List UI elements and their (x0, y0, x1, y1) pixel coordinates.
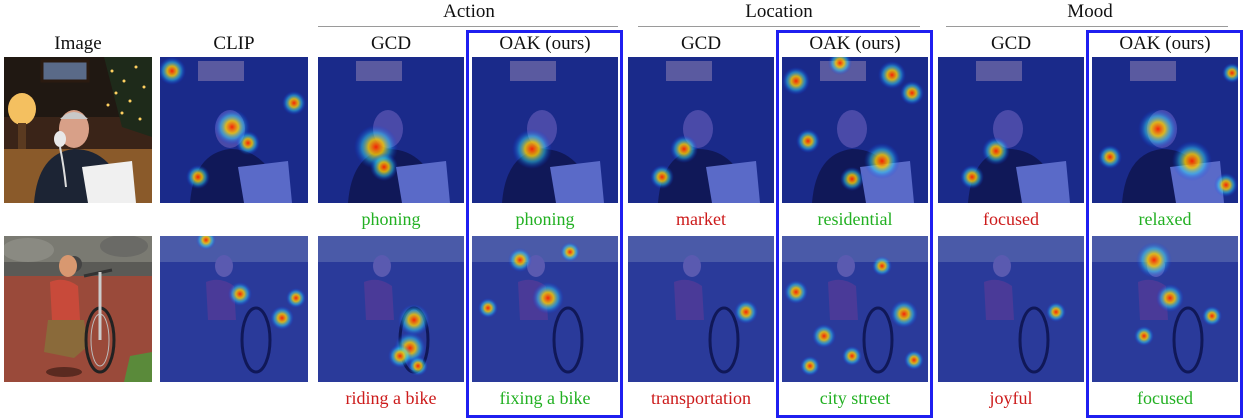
prediction-text: focused (1137, 388, 1193, 408)
row1-action-oak-label: phoning (472, 208, 618, 230)
group-rule-mood (946, 26, 1228, 27)
row1-action-gcd-heatmap (318, 57, 464, 203)
col-header-mood-oak: OAK (ours) (1119, 33, 1211, 54)
group-rule-location (638, 26, 920, 27)
prediction-text: transportation (651, 388, 751, 408)
prediction-text: relaxed (1138, 209, 1192, 229)
row2-mood-oak-label: focused (1092, 387, 1238, 409)
row1-location-oak-heatmap (782, 57, 928, 203)
group-header-action: Action (443, 1, 495, 22)
prediction-text: phoning (515, 209, 575, 229)
row1-location-gcd-label: market (628, 208, 774, 230)
row2-mood-oak-heatmap (1092, 236, 1238, 382)
row2-mood-gcd-heatmap (938, 236, 1084, 382)
row1-location-gcd-heatmap (628, 57, 774, 203)
col-header-location-oak: OAK (ours) (809, 33, 901, 54)
col-header-action-gcd: GCD (370, 33, 412, 54)
row2-location-gcd-heatmap (628, 236, 774, 382)
group-header-mood: Mood (1067, 1, 1113, 22)
row1-mood-gcd-heatmap (938, 57, 1084, 203)
prediction-text: focused (983, 209, 1039, 229)
row1-mood-gcd-label: focused (938, 208, 1084, 230)
prediction-text: phoning (361, 209, 421, 229)
prediction-text: residential (817, 209, 893, 229)
group-rule-action (318, 26, 618, 27)
row1-mood-oak-label: relaxed (1092, 208, 1238, 230)
row1-clip-heatmap (160, 57, 308, 203)
row2-clip-heatmap (160, 236, 308, 382)
prediction-text: joyful (989, 388, 1033, 408)
row1-action-oak-heatmap (472, 57, 618, 203)
col-header-mood-gcd: GCD (990, 33, 1032, 54)
row1-original-image (4, 57, 152, 203)
row2-action-gcd-heatmap (318, 236, 464, 382)
row2-mood-gcd-label: joyful (938, 387, 1084, 409)
prediction-text: city street (819, 388, 891, 408)
prediction-text: riding a bike (345, 388, 437, 408)
row2-original-image (4, 236, 152, 382)
col-header-location-gcd: GCD (680, 33, 722, 54)
row1-location-oak-label: residential (782, 208, 928, 230)
row2-location-gcd-label: transportation (628, 387, 774, 409)
col-header-clip: CLIP (213, 33, 255, 54)
col-header-image: Image (54, 33, 102, 54)
row2-location-oak-label: city street (782, 387, 928, 409)
row1-action-gcd-label: phoning (318, 208, 464, 230)
row2-location-oak-heatmap (782, 236, 928, 382)
row2-action-gcd-label: riding a bike (318, 387, 464, 409)
group-header-location: Location (745, 1, 813, 22)
col-header-action-oak: OAK (ours) (499, 33, 591, 54)
oak-highlight-box-location (776, 30, 933, 418)
row1-mood-oak-heatmap (1092, 57, 1238, 203)
row2-action-oak-label: fixing a bike (472, 387, 618, 409)
oak-highlight-box-mood (1086, 30, 1243, 418)
prediction-text: market (676, 209, 726, 229)
prediction-text: fixing a bike (499, 388, 591, 408)
oak-highlight-box-action (466, 30, 623, 418)
row2-action-oak-heatmap (472, 236, 618, 382)
